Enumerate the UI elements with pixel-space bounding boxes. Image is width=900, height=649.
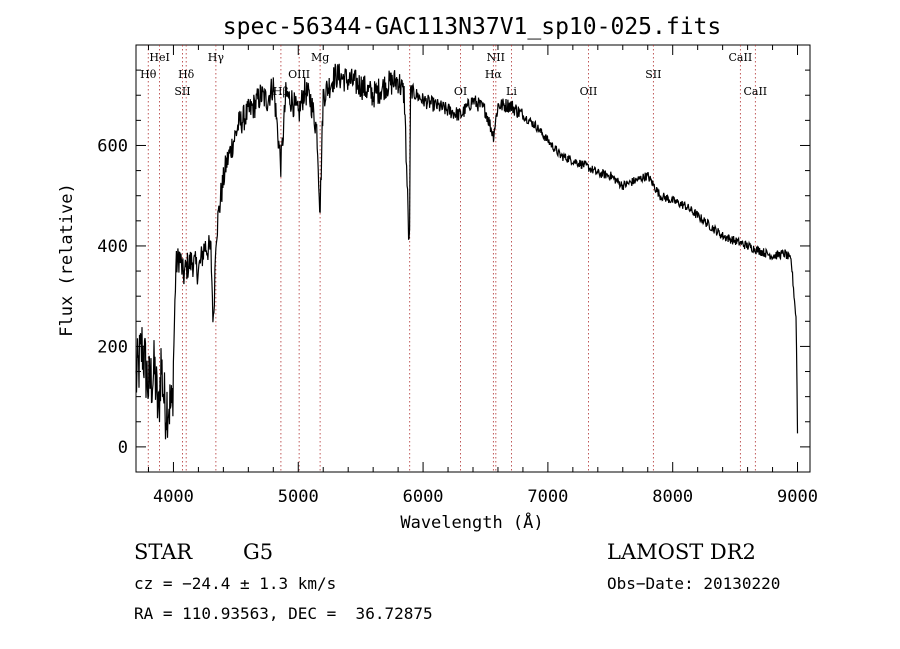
object-class: STAR xyxy=(134,540,193,564)
y-tick-label: 400 xyxy=(97,237,128,257)
emission-line-label: NII xyxy=(487,51,505,64)
x-tick-label: 5000 xyxy=(278,487,319,507)
coordinates-text: RA = 110.93563, DEC = 36.72875 xyxy=(134,604,433,623)
emission-line-label: CaII xyxy=(743,85,767,98)
y-axis-label: Flux (relative) xyxy=(57,183,77,337)
emission-line-label: SII xyxy=(174,85,190,98)
emission-line-label: OII xyxy=(580,85,598,98)
emission-line-label: OI xyxy=(454,85,467,98)
emission-line-label: OIII xyxy=(288,68,310,81)
plot-frame xyxy=(135,44,811,473)
emission-line-label: Hβ xyxy=(273,85,289,98)
obs-date-text: Obs−Date: 20130220 xyxy=(607,574,781,593)
emission-line-label: Li xyxy=(506,85,517,98)
x-axis-label: Wavelength (Å) xyxy=(400,511,543,533)
x-tick-label: 6000 xyxy=(403,487,444,507)
y-tick-label: 200 xyxy=(97,337,128,357)
y-tick-label: 0 xyxy=(118,438,128,458)
x-tick-label: 9000 xyxy=(777,487,818,507)
emission-line-label: HeI xyxy=(149,51,169,64)
emission-line-label: Hθ xyxy=(140,68,157,81)
x-tick-label: 7000 xyxy=(527,487,568,507)
object-subclass: G5 xyxy=(243,540,274,564)
redshift-text: cz = −24.4 ± 1.3 km/s xyxy=(134,574,337,593)
emission-line-label: CaII xyxy=(729,51,753,64)
emission-line-label: SII xyxy=(645,68,661,81)
x-tick-label: 4000 xyxy=(153,487,194,507)
emission-line-label: Hδ xyxy=(178,68,195,81)
y-tick-label: 600 xyxy=(97,136,128,156)
y-axis-ticks: 0 200 400 600 xyxy=(97,44,810,473)
emission-line-label: Hα xyxy=(485,68,503,81)
chart-title: spec-56344-GAC113N37V1_sp10-025.fits xyxy=(223,14,722,40)
emission-line-markers xyxy=(147,45,756,472)
survey-label: LAMOST DR2 xyxy=(607,540,756,564)
x-axis-ticks: 4000 5000 6000 7000 8000 9000 xyxy=(147,45,818,507)
x-tick-label: 8000 xyxy=(652,487,693,507)
spectrum-series-line xyxy=(135,63,799,440)
emission-line-label: Hγ xyxy=(208,51,225,64)
emission-line-label: Mg xyxy=(311,51,329,64)
